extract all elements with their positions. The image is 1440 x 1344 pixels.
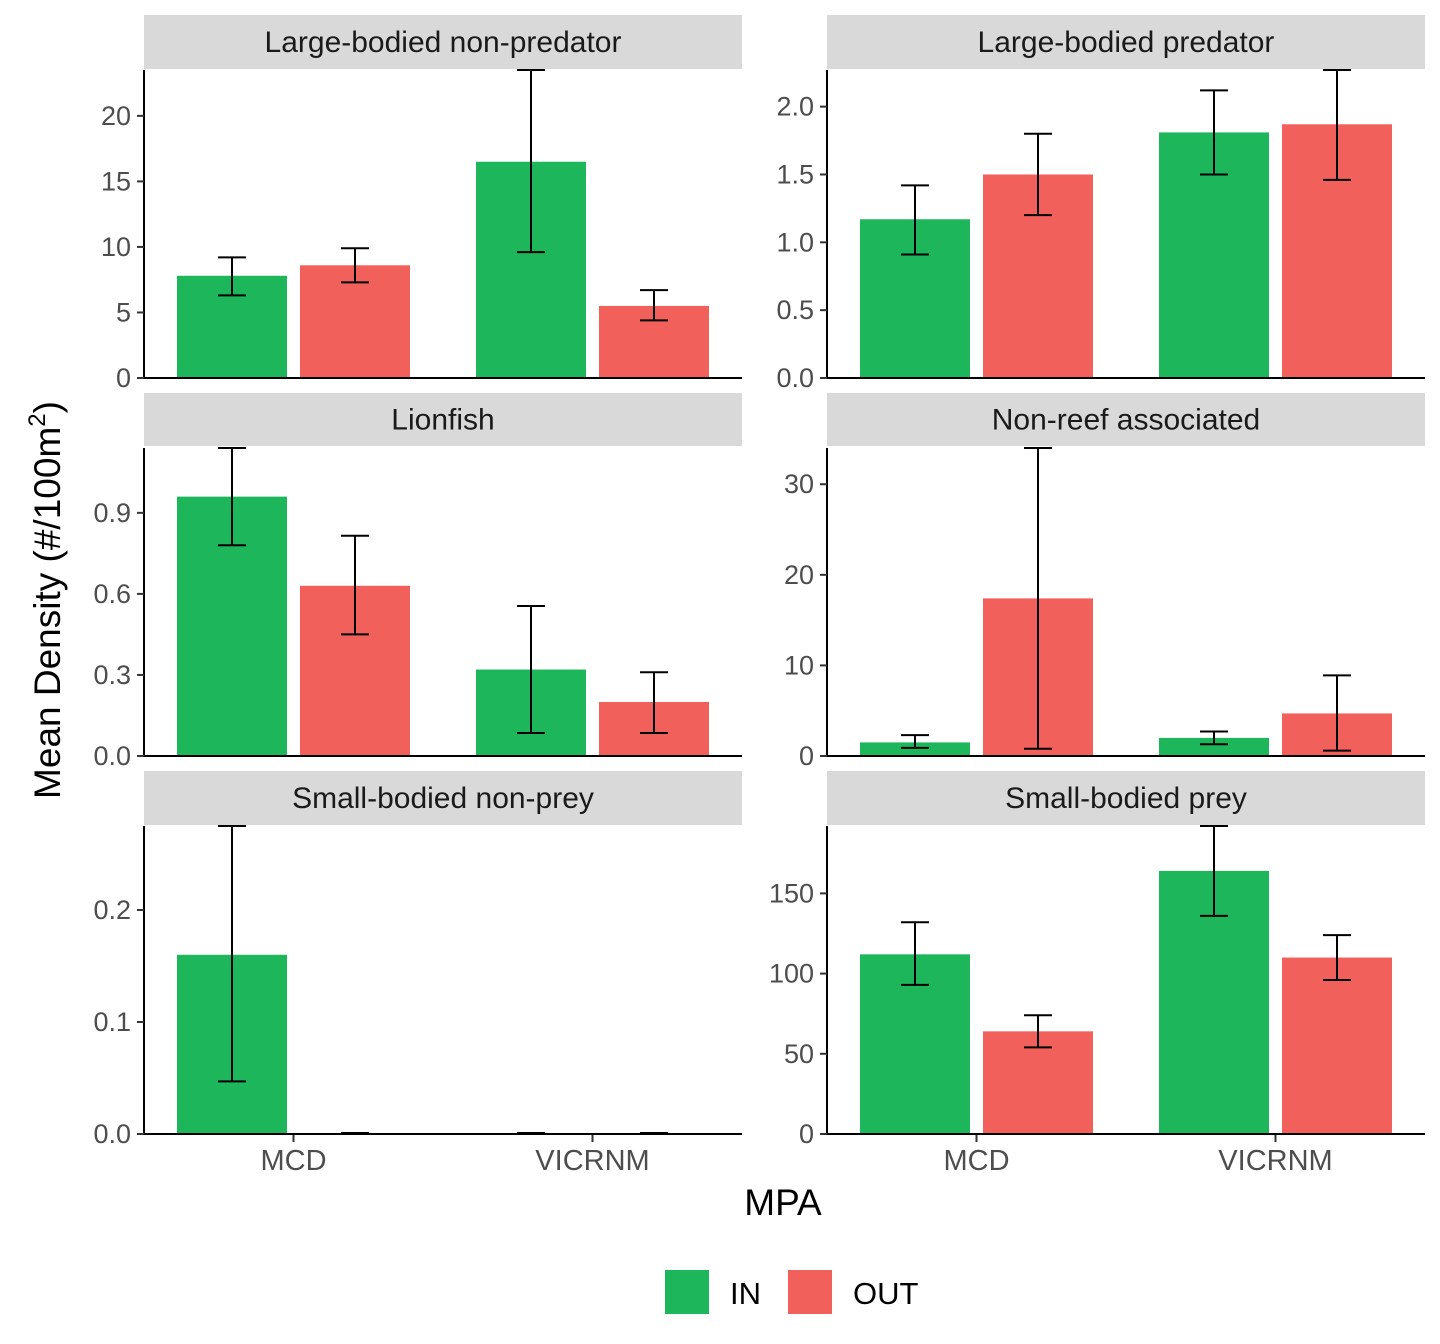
y-axis-title-close: ) <box>27 401 68 413</box>
error-bar-non-reef-associated-mcd-out <box>1024 447 1052 750</box>
strip-non-reef-associated <box>827 393 1425 446</box>
y-axis-title-superscript: 2 <box>24 413 51 426</box>
legend-key-in <box>665 1270 709 1314</box>
bar-small-bodied-prey-vicrnm-out <box>1282 957 1392 1134</box>
strip-large-bodied-non-predator <box>144 15 742 69</box>
error-bar-small-bodied-prey-vicrnm-in <box>1200 825 1228 917</box>
y-tick-label-non-reef-associated-0: 0 <box>799 741 814 771</box>
x-tick-label-small-bodied-non-prey-mcd: MCD <box>260 1145 326 1177</box>
x-axis-title: MPA <box>744 1182 822 1223</box>
y-tick-label-large-bodied-non-predator-1: 5 <box>116 297 131 327</box>
error-bar-large-bodied-non-predator-vicrnm-in <box>517 69 545 254</box>
x-tick-label-small-bodied-prey-mcd: MCD <box>943 1145 1009 1177</box>
y-tick-label-large-bodied-predator-2: 1.0 <box>776 227 814 257</box>
bar-non-reef-associated-mcd-in <box>860 742 970 756</box>
error-bar-lionfish-vicrnm-out <box>640 671 668 735</box>
strip-label-lionfish: Lionfish <box>391 404 494 437</box>
panel-small-bodied-prey: Small-bodied prey MCD VICRNM 0 50 100 150 <box>769 771 1425 1177</box>
bar-large-bodied-non-predator-mcd-out <box>300 265 410 378</box>
error-bar-non-reef-associated-vicrnm-in <box>1200 730 1228 746</box>
error-bar-large-bodied-predator-mcd-in <box>901 184 929 256</box>
strip-label-large-bodied-predator: Large-bodied predator <box>978 26 1275 59</box>
error-bar-large-bodied-non-predator-mcd-in <box>218 256 246 297</box>
legend: IN OUT <box>665 1270 919 1314</box>
y-tick-label-lionfish-3: 0.9 <box>93 498 131 528</box>
error-bar-large-bodied-predator-vicrnm-in <box>1200 89 1228 176</box>
error-bar-large-bodied-non-predator-mcd-out <box>341 247 369 284</box>
strip-lionfish <box>144 393 742 446</box>
strip-label-small-bodied-prey: Small-bodied prey <box>1005 782 1247 815</box>
error-bar-lionfish-vicrnm-in <box>517 605 545 735</box>
error-bar-lionfish-mcd-in <box>218 447 246 547</box>
y-tick-label-lionfish-0: 0.0 <box>93 741 131 771</box>
error-bar-large-bodied-non-predator-vicrnm-out <box>640 289 668 322</box>
x-tick-label-small-bodied-prey-vicrnm: VICRNM <box>1218 1145 1332 1177</box>
y-axis-title: Mean Density (#/100m2) <box>24 401 68 799</box>
y-tick-label-lionfish-2: 0.6 <box>93 579 131 609</box>
panel-small-bodied-non-prey: Small-bodied non-prey MCD VICRNM 0.0 0.1 0.2 <box>93 771 742 1177</box>
y-tick-label-non-reef-associated-2: 20 <box>784 560 814 590</box>
y-tick-label-small-bodied-non-prey-2: 0.2 <box>93 895 131 925</box>
error-bar-small-bodied-prey-mcd-out <box>1024 1014 1052 1049</box>
strip-small-bodied-non-prey <box>144 771 742 825</box>
error-bar-small-bodied-non-prey-mcd-in <box>218 825 246 1083</box>
y-tick-label-lionfish-1: 0.3 <box>93 660 131 690</box>
panel-lionfish: Lionfish 0.0 0.3 0.6 0.9 <box>93 393 742 771</box>
strip-label-non-reef-associated: Non-reef associated <box>992 404 1260 437</box>
y-tick-label-large-bodied-predator-1: 0.5 <box>776 295 814 325</box>
strip-label-small-bodied-non-prey: Small-bodied non-prey <box>292 782 594 815</box>
panel-non-reef-associated: Non-reef associated 0 10 20 30 <box>784 393 1425 771</box>
strip-large-bodied-predator <box>827 15 1425 69</box>
error-bar-large-bodied-predator-mcd-out <box>1024 132 1052 217</box>
y-tick-label-small-bodied-non-prey-1: 0.1 <box>93 1007 131 1037</box>
legend-label-out: OUT <box>853 1276 919 1311</box>
y-tick-label-large-bodied-predator-0: 0.0 <box>776 363 814 393</box>
error-bar-non-reef-associated-vicrnm-out <box>1323 674 1351 752</box>
y-tick-label-large-bodied-predator-3: 1.5 <box>776 159 814 189</box>
y-tick-label-large-bodied-predator-4: 2.0 <box>776 92 814 122</box>
y-tick-label-small-bodied-prey-2: 100 <box>769 959 814 989</box>
strip-label-large-bodied-non-predator: Large-bodied non-predator <box>265 26 622 59</box>
y-tick-label-small-bodied-prey-1: 50 <box>784 1039 814 1069</box>
y-tick-label-large-bodied-non-predator-0: 0 <box>116 363 131 393</box>
y-axis-title-main: Mean Density (#/100m <box>27 427 68 799</box>
y-tick-label-large-bodied-non-predator-2: 10 <box>101 232 131 262</box>
y-tick-label-small-bodied-non-prey-0: 0.0 <box>93 1119 131 1149</box>
bar-small-bodied-prey-mcd-out <box>983 1031 1093 1134</box>
panel-large-bodied-non-predator: Large-bodied non-predator 0 5 10 15 20 <box>101 15 742 393</box>
y-tick-label-small-bodied-prey-3: 150 <box>769 878 814 908</box>
x-tick-label-small-bodied-non-prey-vicrnm: VICRNM <box>535 1145 649 1177</box>
panel-large-bodied-predator: Large-bodied predator 0.0 0.5 1.0 1.5 2.0 <box>776 15 1425 393</box>
panels: Large-bodied non-predator05101520Large-b… <box>93 15 1425 1177</box>
error-bar-small-bodied-prey-mcd-in <box>901 921 929 986</box>
error-bar-lionfish-mcd-out <box>341 534 369 636</box>
error-bar-small-bodied-prey-vicrnm-out <box>1323 934 1351 981</box>
y-tick-label-non-reef-associated-3: 30 <box>784 469 814 499</box>
svg-text:Mean Density (#/100m2): Mean Density (#/100m2) <box>24 401 68 799</box>
legend-label-in: IN <box>730 1276 761 1311</box>
y-tick-label-non-reef-associated-1: 10 <box>784 650 814 680</box>
error-bar-non-reef-associated-mcd-in <box>901 734 929 749</box>
y-tick-label-large-bodied-non-predator-4: 20 <box>101 101 131 131</box>
y-tick-label-large-bodied-non-predator-3: 15 <box>101 166 131 196</box>
strip-small-bodied-prey <box>827 771 1425 825</box>
error-bar-large-bodied-predator-vicrnm-out <box>1323 69 1351 181</box>
bar-non-reef-associated-vicrnm-in <box>1159 737 1269 756</box>
y-tick-label-small-bodied-prey-0: 0 <box>799 1119 814 1149</box>
legend-key-out <box>788 1270 832 1314</box>
